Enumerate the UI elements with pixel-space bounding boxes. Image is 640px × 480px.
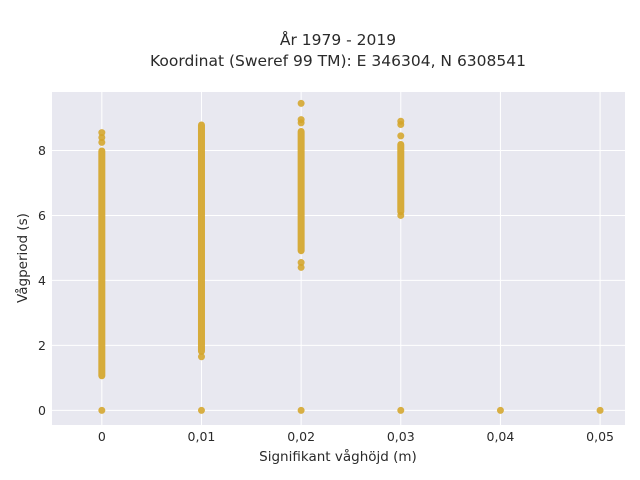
data-points	[98, 99, 604, 414]
data-point	[297, 99, 305, 107]
x-tick-label: 0,05	[586, 429, 614, 444]
data-point-column	[297, 127, 305, 255]
y-axis-title: Vågperiod (s)	[14, 213, 31, 303]
x-tick-label: 0	[98, 429, 106, 444]
y-tick-label: 4	[38, 273, 46, 288]
data-point	[98, 133, 106, 141]
x-axis-title: Signifikant våghöjd (m)	[259, 448, 417, 465]
data-point	[297, 406, 305, 414]
plot-area	[52, 92, 625, 425]
data-point	[98, 129, 106, 137]
y-tick-label: 8	[38, 143, 46, 158]
data-point	[197, 406, 205, 414]
data-point-column	[98, 147, 106, 380]
chart-title-line-1: År 1979 - 2019	[280, 30, 396, 49]
x-tick-label: 0,04	[487, 429, 515, 444]
y-tick-label: 0	[38, 403, 46, 418]
x-tick-label: 0,03	[387, 429, 415, 444]
data-point	[197, 353, 205, 361]
data-point	[496, 406, 504, 414]
data-point	[397, 132, 405, 140]
data-point-column	[197, 121, 205, 355]
data-point	[297, 259, 305, 267]
data-point	[596, 406, 604, 414]
data-point	[98, 406, 106, 414]
chart-title-line-2: Koordinat (Sweref 99 TM): E 346304, N 63…	[150, 52, 526, 70]
y-tick-labels: 0 2 4 6 8	[38, 143, 46, 418]
x-tick-label: 0,02	[287, 429, 315, 444]
x-tick-label: 0,01	[188, 429, 216, 444]
data-point	[297, 116, 305, 124]
data-point	[297, 263, 305, 271]
y-tick-label: 2	[38, 338, 46, 353]
data-point	[397, 211, 405, 219]
y-tick-label: 6	[38, 208, 46, 223]
data-point	[98, 138, 106, 146]
data-point-column	[397, 140, 405, 216]
data-point	[397, 117, 405, 125]
x-tick-labels: 0 0,01 0,02 0,03 0,04 0,05	[98, 429, 614, 444]
data-point	[397, 406, 405, 414]
